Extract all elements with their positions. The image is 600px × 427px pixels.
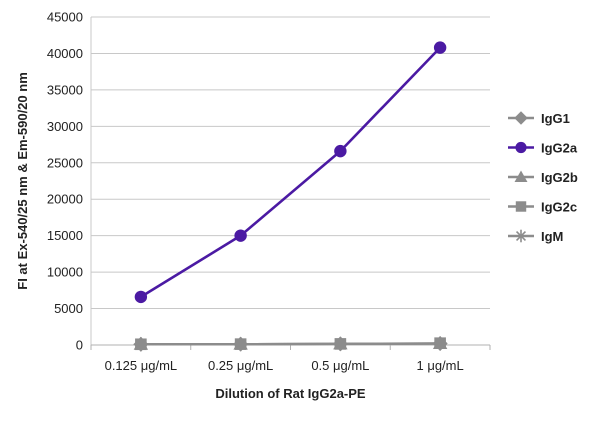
gridlines — [91, 16, 490, 346]
legend-item-igg1: IgG1 — [508, 111, 570, 126]
series-igg2a — [134, 41, 447, 304]
series-line-igg2a — [140, 46, 442, 299]
data-point-igm — [333, 336, 348, 351]
y-tick-label: 10000 — [47, 265, 83, 280]
y-tick-label: 15000 — [47, 228, 83, 243]
y-axis-title: FI at Ex-540/25 nm & Em-590/20 nm — [15, 72, 30, 289]
x-tick-label: 0.125 μg/mL — [105, 358, 178, 373]
data-point-igm — [233, 337, 248, 352]
x-axis: 0.125 μg/mL 0.25 μg/mL 0.5 μg/mL 1 μg/mL — [90, 344, 491, 373]
y-tick-label: 35000 — [47, 82, 83, 97]
data-point-igm — [433, 336, 448, 351]
legend-label: IgG2a — [541, 141, 578, 156]
x-axis-title: Dilution of Rat IgG2a-PE — [215, 386, 366, 401]
legend: IgG1 IgG2a IgG2b IgG2c IgM — [508, 111, 578, 244]
data-point-igg2a — [334, 144, 347, 158]
legend-item-igg2a: IgG2a — [508, 141, 578, 156]
legend-item-igg2b: IgG2b — [508, 170, 578, 185]
series-lines — [133, 41, 448, 352]
marker-stroke — [135, 338, 147, 350]
legend-label: IgM — [541, 229, 563, 244]
x-tick-label: 0.5 μg/mL — [311, 358, 369, 373]
y-tick-label: 40000 — [47, 46, 83, 61]
x-tick-label: 0.25 μg/mL — [208, 358, 273, 373]
x-tick-label: 1 μg/mL — [417, 358, 464, 373]
series-igm — [133, 336, 448, 352]
marker-stroke — [235, 338, 247, 350]
y-tick-label: 30000 — [47, 119, 83, 134]
legend-marker-igg2c — [515, 201, 527, 212]
legend-label: IgG2c — [541, 200, 577, 215]
y-tick-label: 45000 — [47, 10, 83, 25]
legend-item-igm: IgM — [508, 229, 563, 244]
legend-marker-igg2a — [515, 141, 527, 154]
legend-item-igg2c: IgG2c — [508, 200, 577, 215]
y-axis: 0 5000 10000 15000 20000 25000 30000 35000 40000… — [47, 10, 92, 353]
legend-marker-igm — [514, 229, 528, 243]
data-point-igg2a — [134, 290, 148, 304]
y-tick-label: 0 — [76, 338, 83, 353]
legend-label: IgG2b — [541, 170, 578, 185]
data-point-igm — [133, 337, 148, 352]
legend-marker-igg2b — [514, 170, 528, 182]
marker-stroke — [334, 338, 346, 350]
marker-stroke — [434, 338, 446, 350]
data-point-igg2a — [234, 229, 247, 242]
y-tick-label: 5000 — [54, 301, 83, 316]
y-tick-label: 20000 — [47, 192, 83, 207]
marker-stroke — [515, 230, 527, 242]
y-tick-label: 25000 — [47, 155, 83, 170]
legend-marker-igg1 — [514, 111, 528, 125]
legend-label: IgG1 — [541, 111, 570, 126]
data-point-igg2a — [433, 41, 447, 54]
series-line-igm — [140, 342, 441, 346]
